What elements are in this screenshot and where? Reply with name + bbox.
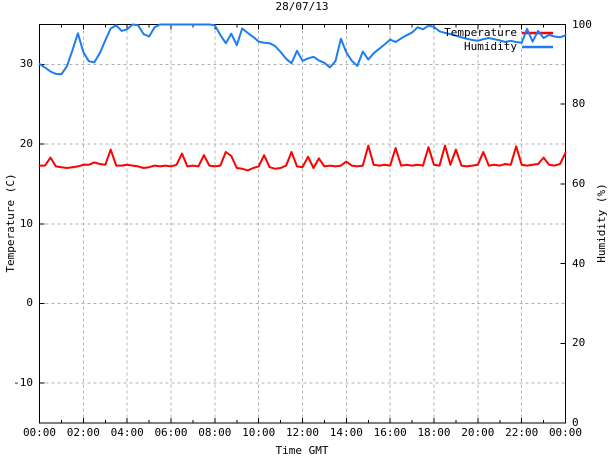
y-right-tick-label: 0 xyxy=(572,416,579,429)
y-right-tick-label: 40 xyxy=(572,256,586,270)
humidity-line xyxy=(38,23,567,76)
y-right-tick-label: 100 xyxy=(572,17,592,31)
y-left-tick-label: -10 xyxy=(13,376,33,390)
chart-title: 28/07/13 xyxy=(275,0,329,13)
x-tick-label: 06:00 xyxy=(154,426,188,439)
temperature-line xyxy=(38,144,567,172)
y-right-tick-label: 80 xyxy=(572,97,586,111)
y-right-tick-label: 20 xyxy=(572,336,586,350)
x-tick-label: 22:00 xyxy=(505,426,539,439)
x-tick-label: 14:00 xyxy=(329,426,363,439)
y-left-tick-label: 10 xyxy=(19,216,33,230)
x-tick-label: 08:00 xyxy=(198,426,232,439)
x-tick-label: 04:00 xyxy=(110,426,144,439)
legend-label-temperature: Temperature xyxy=(444,26,517,39)
legend-label-humidity: Humidity xyxy=(464,40,517,53)
x-tick-label: 00:00 xyxy=(22,426,57,439)
x-tick-label: 02:00 xyxy=(66,426,100,439)
x-tick-label: 20:00 xyxy=(461,426,495,439)
x-tick-label: 18:00 xyxy=(417,426,451,439)
x-axis-label: Time GMT xyxy=(275,444,329,457)
y-right-tick-label: 60 xyxy=(572,176,586,190)
y-right-axis-label: Humidity (%) xyxy=(595,183,608,263)
x-tick-label: 10:00 xyxy=(242,426,276,439)
x-tick-label: 16:00 xyxy=(373,426,407,439)
x-tick-label: 12:00 xyxy=(285,426,320,439)
y-left-tick-label: 30 xyxy=(19,57,33,71)
x-tick-label: 00:00 xyxy=(548,426,583,439)
y-left-tick-label: 20 xyxy=(19,137,33,151)
y-left-tick-label: 0 xyxy=(26,296,33,310)
